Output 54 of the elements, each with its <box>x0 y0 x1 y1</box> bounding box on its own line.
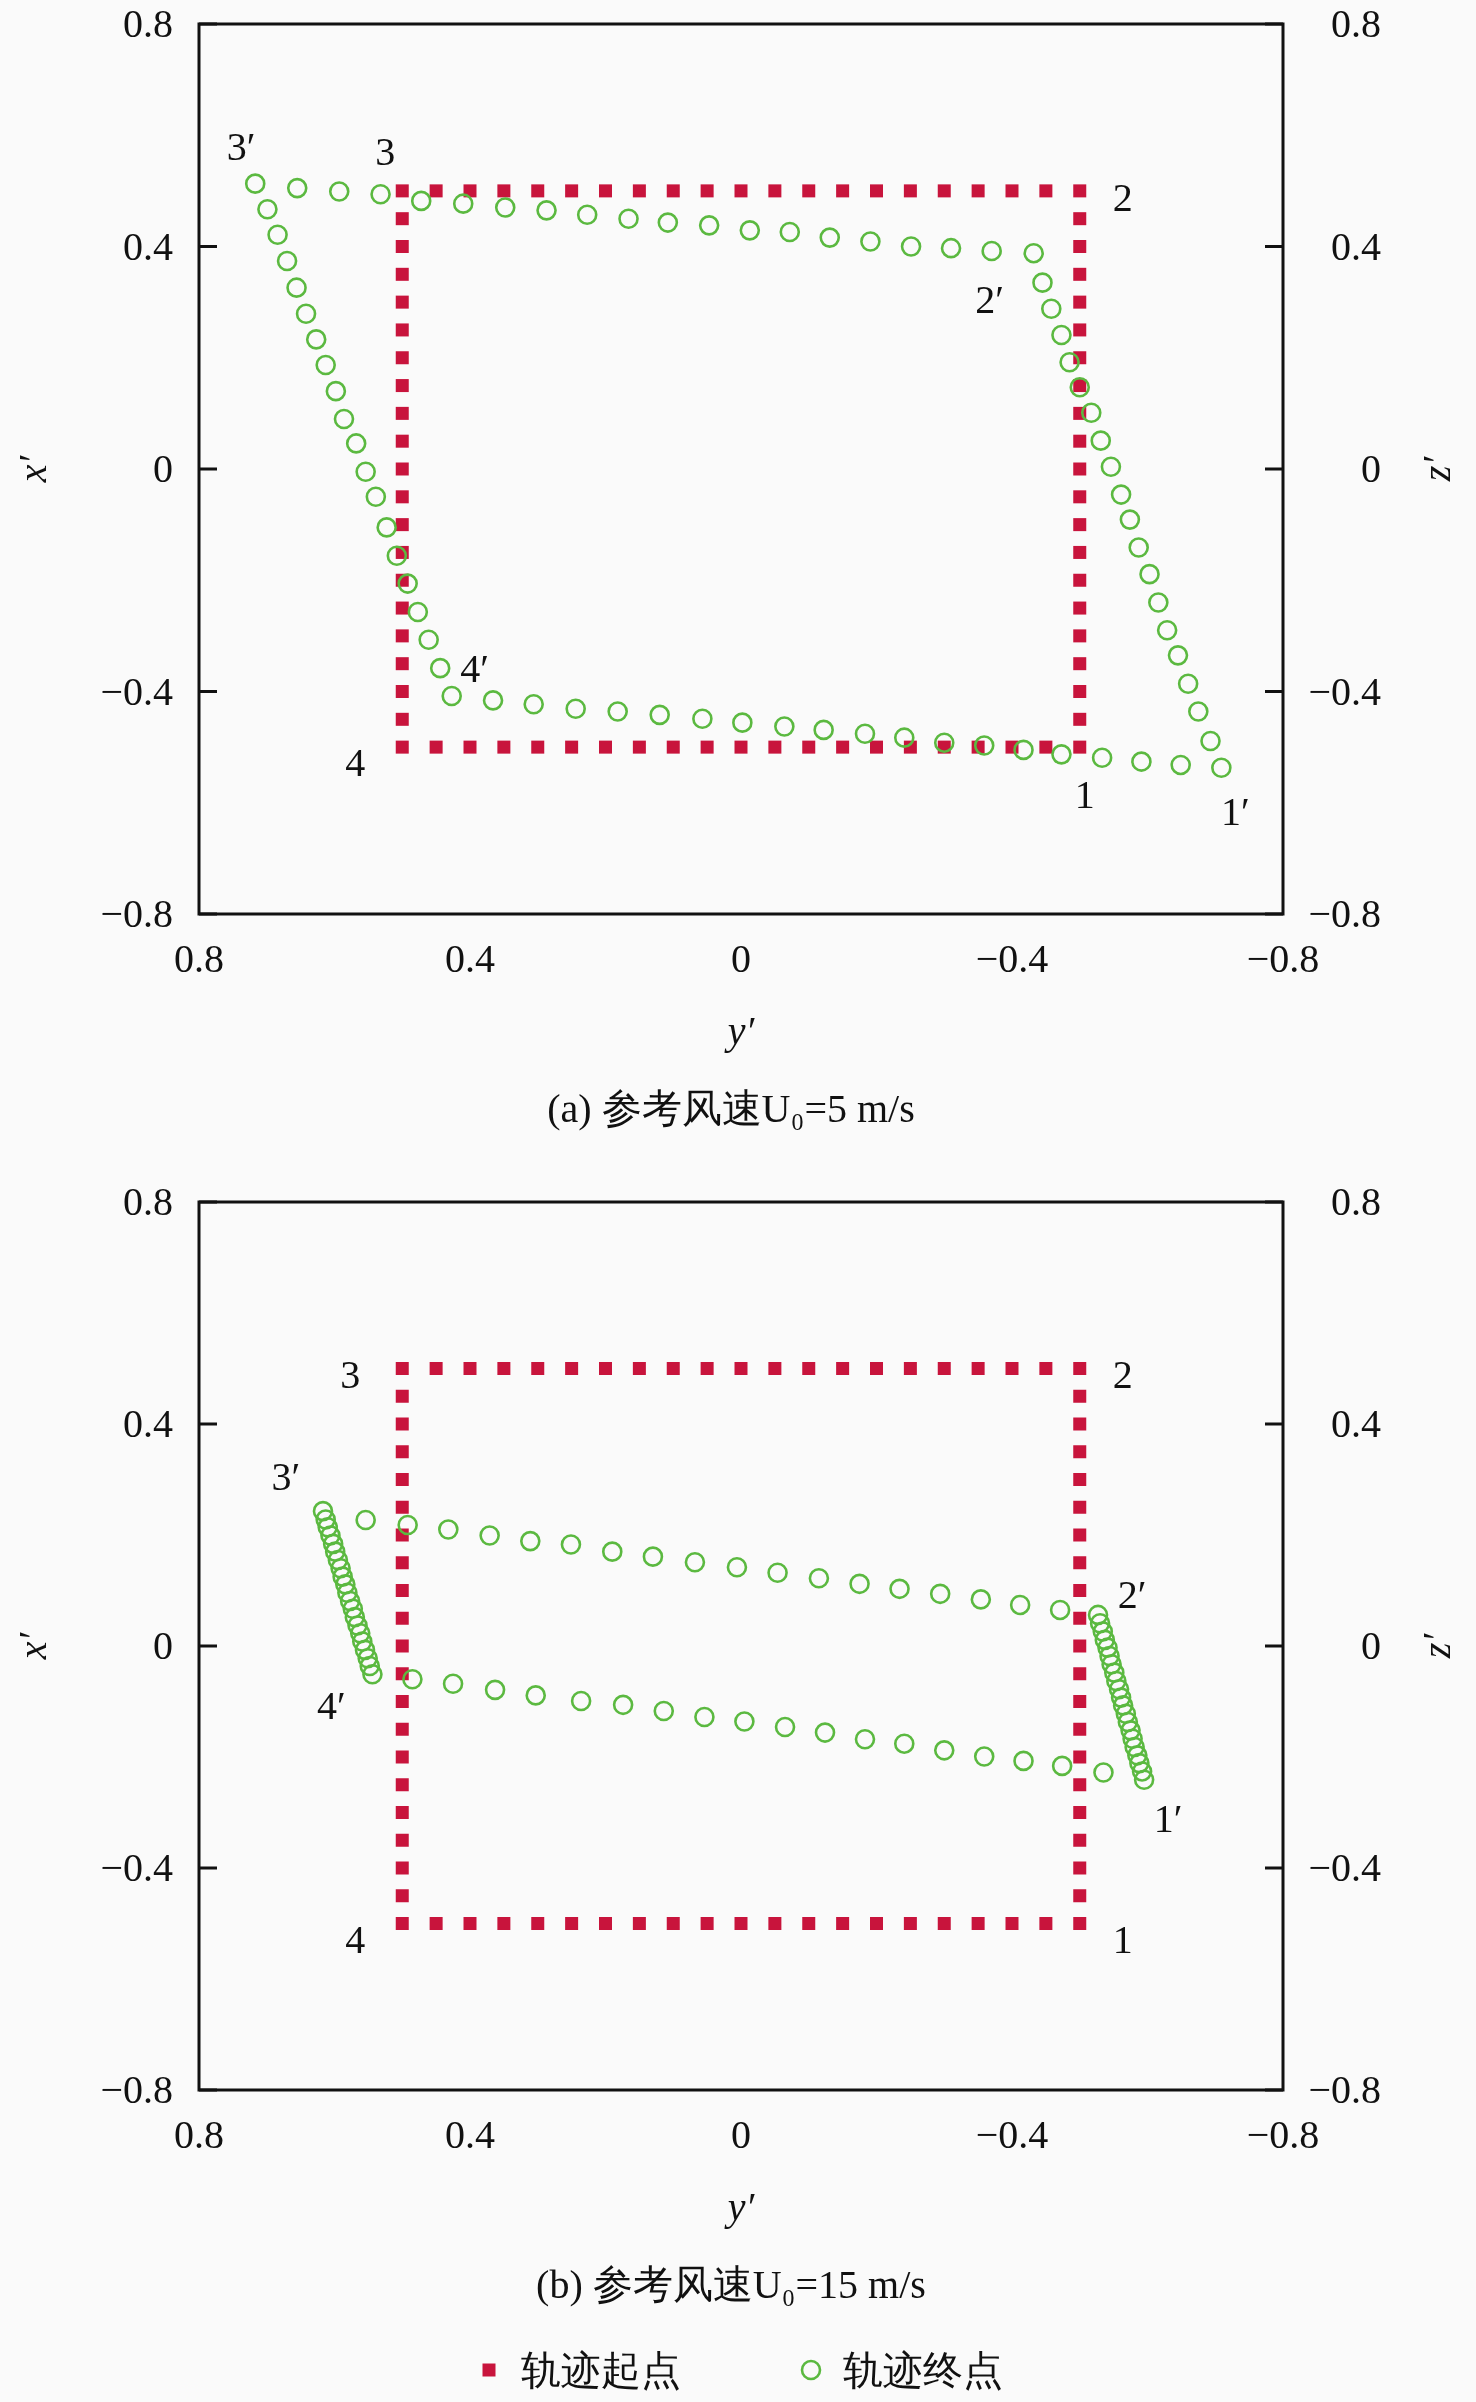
annotation: 4 <box>345 740 366 786</box>
y2-tick-label: −0.8 <box>1308 891 1381 936</box>
x-tick-label: 0 <box>731 936 751 981</box>
legend-label: 轨迹终点 <box>843 2348 1003 2393</box>
text: (a) 参考风速U₀=5 m/s <box>547 1086 915 1131</box>
annotation: 1′ <box>1220 788 1250 834</box>
text: (b) 参考风速U₀=15 m/s <box>536 2262 926 2307</box>
y2-tick-label: 0.8 <box>1331 1 1381 46</box>
legend-label: 轨迹起点 <box>521 2348 681 2393</box>
x-tick-label: −0.8 <box>1246 936 1320 981</box>
y2-axis-title: z′ <box>1414 455 1459 483</box>
y2-tick-label: 0.4 <box>1331 1401 1381 1446</box>
x-tick-label: 0 <box>731 2112 751 2157</box>
annotation: 1 <box>1112 1916 1133 1962</box>
y2-tick-label: −0.4 <box>1308 1845 1381 1890</box>
annotation: 3 <box>340 1351 361 1397</box>
annotation: 2′ <box>1117 1571 1147 1617</box>
y-tick-label: 0 <box>153 1623 173 1668</box>
x-axis-title: y′ <box>723 2184 756 2229</box>
y-tick-label: 0.8 <box>123 1 173 46</box>
annotation: 2 <box>1112 174 1133 220</box>
annotation: 3′ <box>271 1454 301 1500</box>
y-tick-label: −0.4 <box>100 668 173 714</box>
y2-axis-title: z′ <box>1414 1632 1459 1660</box>
y-axis-title: x′ <box>10 1631 55 1661</box>
x-tick-label: −0.8 <box>1246 2112 1320 2157</box>
annotation: 4′ <box>317 1683 346 1729</box>
y2-tick-label: 0.4 <box>1331 223 1381 269</box>
y-axis-title: x′ <box>10 454 55 484</box>
annotation: 2′ <box>975 277 1005 323</box>
y-tick-label: −0.4 <box>100 1845 173 1890</box>
y2-tick-label: −0.8 <box>1308 2067 1381 2112</box>
x-tick-label: 0.4 <box>445 936 495 981</box>
y-tick-label: 0.4 <box>123 223 173 269</box>
annotation: 4 <box>345 1916 366 1962</box>
y2-tick-label: −0.4 <box>1308 668 1381 714</box>
y2-tick-label: 0 <box>1361 1623 1381 1668</box>
annotation: 3′ <box>226 123 256 169</box>
y2-tick-label: 0 <box>1361 446 1381 491</box>
annotation: 2 <box>1112 1351 1133 1397</box>
y-tick-label: 0.8 <box>123 1179 173 1224</box>
annotation: 4′ <box>460 645 490 691</box>
x-tick-label: 0.4 <box>445 2112 495 2157</box>
y-tick-label: −0.8 <box>100 891 173 936</box>
y-tick-label: 0.4 <box>123 1401 173 1446</box>
y-tick-label: 0 <box>153 446 173 491</box>
annotation: 3 <box>375 128 396 174</box>
annotation: 1 <box>1074 772 1095 818</box>
y-tick-label: −0.8 <box>100 2067 173 2112</box>
x-tick-label: −0.4 <box>975 2112 1049 2157</box>
x-tick-label: −0.4 <box>975 936 1049 981</box>
x-axis-title: y′ <box>723 1008 756 1053</box>
annotation: 1′ <box>1153 1795 1183 1841</box>
y2-tick-label: 0.8 <box>1331 1179 1381 1224</box>
